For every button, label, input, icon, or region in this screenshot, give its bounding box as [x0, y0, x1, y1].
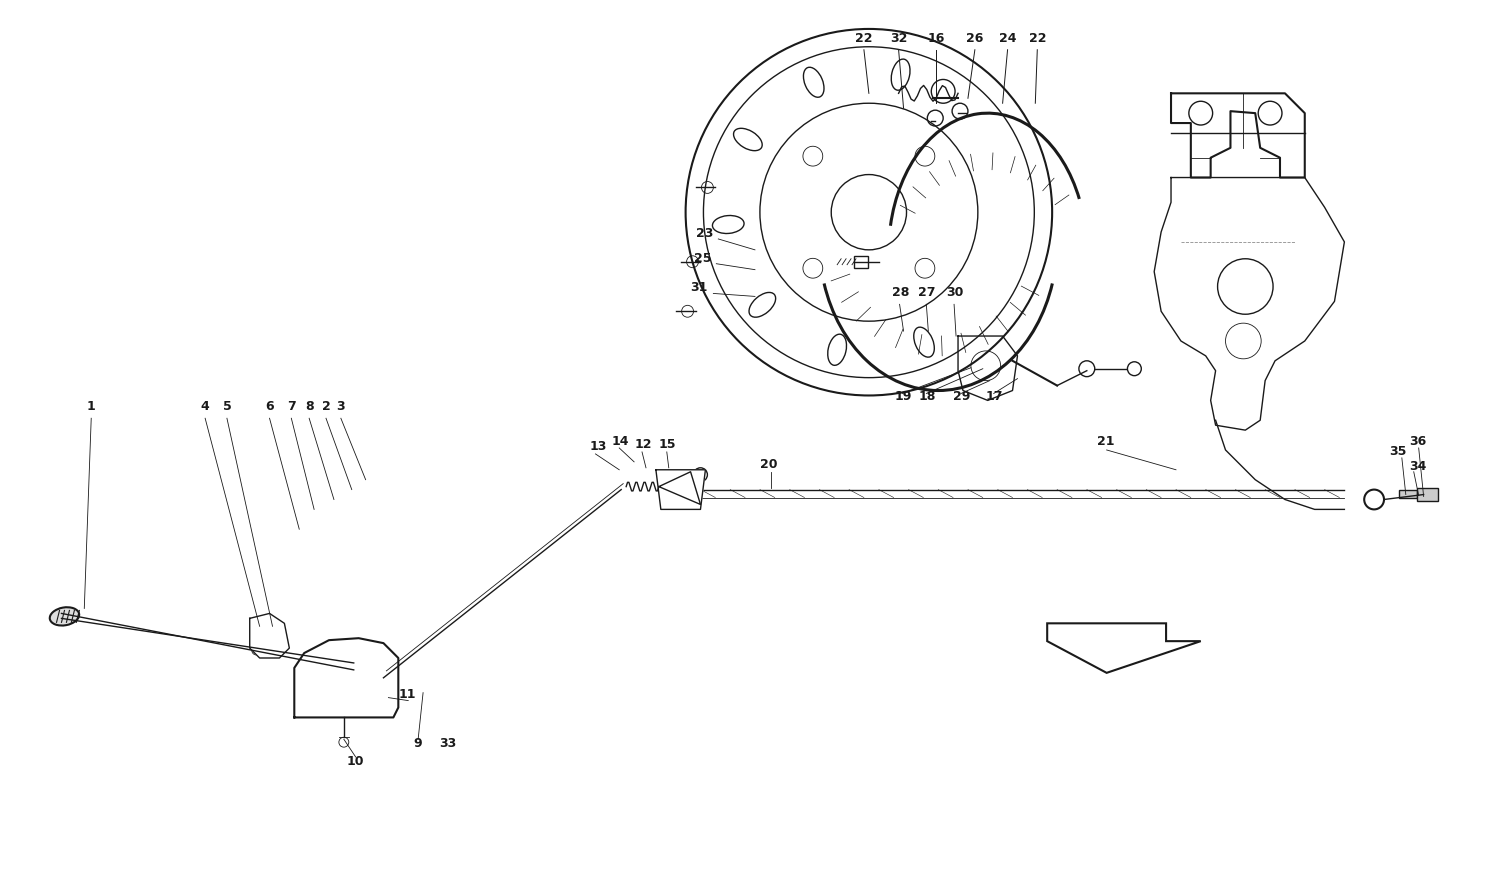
Text: 1: 1	[87, 400, 96, 413]
Text: 28: 28	[891, 286, 909, 299]
Text: 31: 31	[690, 282, 708, 294]
Text: 33: 33	[440, 737, 456, 750]
Text: 7: 7	[286, 400, 296, 413]
Text: 17: 17	[986, 390, 1004, 404]
Text: 12: 12	[634, 438, 651, 451]
Text: 24: 24	[999, 32, 1017, 45]
Text: 5: 5	[222, 400, 231, 413]
Text: 22: 22	[855, 32, 873, 45]
Circle shape	[1078, 361, 1095, 377]
Polygon shape	[656, 470, 705, 510]
Bar	[853, 256, 868, 267]
Bar	[1400, 489, 1416, 497]
Ellipse shape	[50, 608, 80, 625]
Text: 11: 11	[399, 688, 416, 700]
Polygon shape	[1047, 624, 1200, 673]
Text: 18: 18	[918, 390, 936, 404]
Text: 20: 20	[760, 458, 777, 470]
Text: 32: 32	[890, 32, 908, 45]
Text: 27: 27	[918, 286, 936, 299]
Text: 8: 8	[304, 400, 313, 413]
Text: 34: 34	[1408, 460, 1426, 473]
Text: 25: 25	[693, 252, 711, 265]
Text: 10: 10	[346, 755, 364, 768]
Text: 16: 16	[927, 32, 945, 45]
Circle shape	[693, 468, 708, 482]
Text: 15: 15	[658, 438, 676, 451]
Text: 29: 29	[952, 390, 970, 404]
Circle shape	[1364, 489, 1384, 510]
Text: 35: 35	[1389, 445, 1407, 458]
Text: 6: 6	[266, 400, 274, 413]
Polygon shape	[249, 613, 290, 658]
Bar	[1416, 487, 1438, 502]
Text: 19: 19	[894, 390, 912, 404]
Text: 30: 30	[946, 286, 963, 299]
Circle shape	[1128, 362, 1142, 376]
Text: 26: 26	[966, 32, 984, 45]
Text: 36: 36	[1408, 435, 1426, 448]
Text: 4: 4	[201, 400, 210, 413]
Text: 9: 9	[414, 737, 423, 750]
Polygon shape	[294, 638, 399, 717]
Text: 2: 2	[321, 400, 330, 413]
Text: 13: 13	[590, 440, 608, 453]
Text: 21: 21	[1096, 435, 1114, 448]
Text: 22: 22	[1029, 32, 1045, 45]
Text: 23: 23	[696, 227, 712, 240]
Text: 14: 14	[612, 435, 628, 448]
Circle shape	[332, 671, 356, 695]
Text: 3: 3	[336, 400, 345, 413]
